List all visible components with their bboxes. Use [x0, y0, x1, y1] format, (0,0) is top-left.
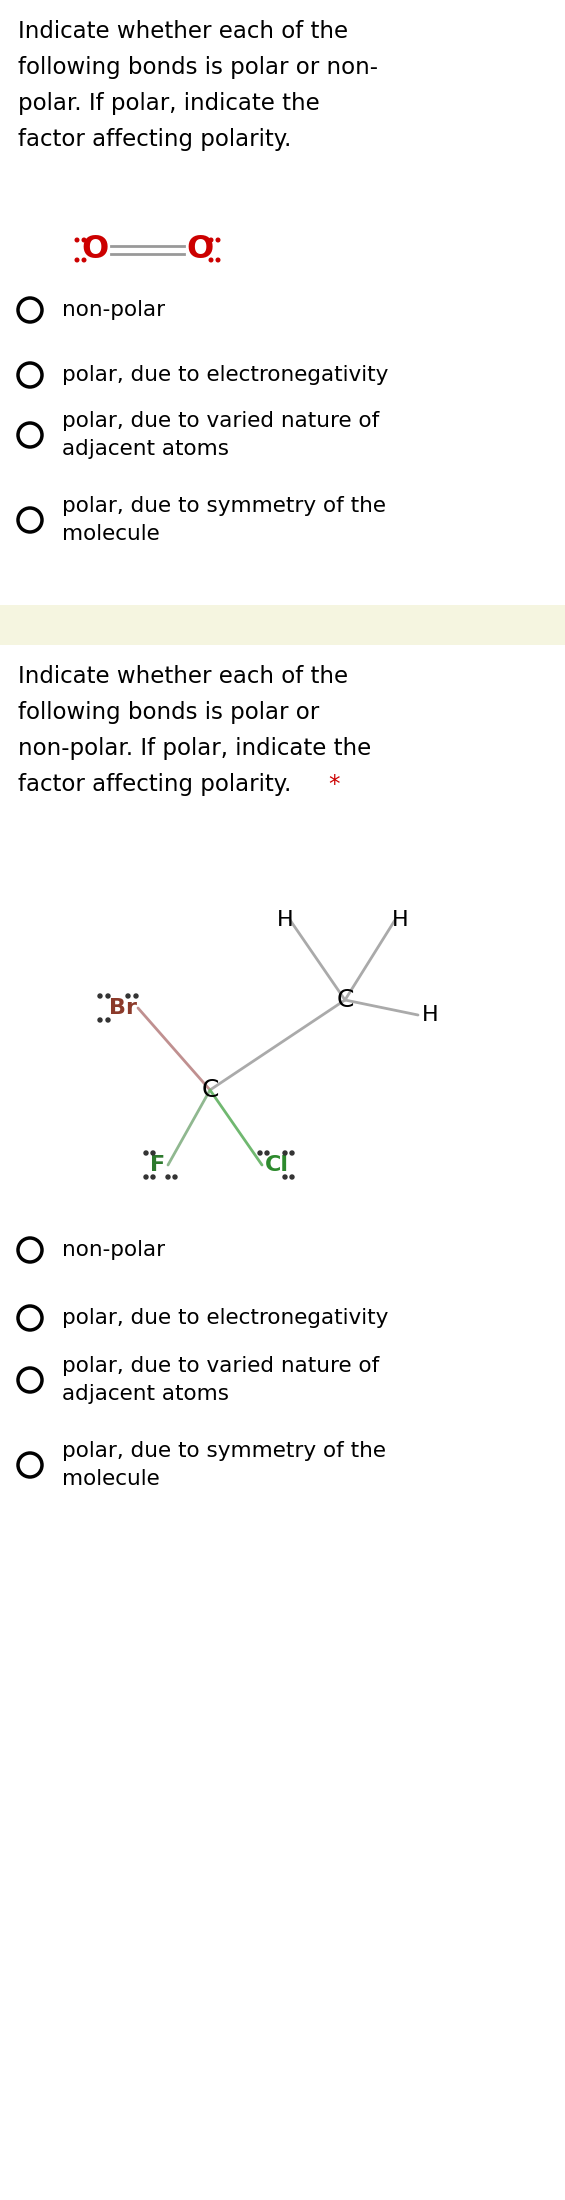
Circle shape	[98, 1019, 102, 1023]
Circle shape	[209, 238, 213, 242]
Circle shape	[106, 1019, 110, 1023]
Circle shape	[283, 1151, 287, 1155]
Circle shape	[216, 257, 220, 262]
Circle shape	[144, 1175, 148, 1179]
Circle shape	[98, 994, 102, 999]
Circle shape	[82, 238, 86, 242]
Circle shape	[126, 994, 130, 999]
Text: Indicate whether each of the: Indicate whether each of the	[18, 664, 348, 689]
Text: C: C	[201, 1078, 219, 1102]
Text: non-polar. If polar, indicate the: non-polar. If polar, indicate the	[18, 737, 371, 759]
Text: O: O	[186, 235, 214, 266]
Bar	[0, 605, 565, 645]
Circle shape	[75, 238, 79, 242]
Circle shape	[106, 994, 110, 999]
Text: *: *	[328, 772, 340, 796]
Text: H: H	[277, 911, 293, 931]
Text: polar, due to symmetry of the
molecule: polar, due to symmetry of the molecule	[62, 495, 386, 543]
Circle shape	[209, 257, 213, 262]
Circle shape	[258, 1151, 262, 1155]
Text: H: H	[421, 1005, 438, 1025]
Text: polar, due to electronegativity: polar, due to electronegativity	[62, 1309, 388, 1329]
Text: non-polar: non-polar	[62, 1241, 165, 1261]
Text: C: C	[336, 988, 354, 1012]
Text: factor affecting polarity.: factor affecting polarity.	[18, 128, 292, 152]
Circle shape	[216, 238, 220, 242]
Text: polar. If polar, indicate the: polar. If polar, indicate the	[18, 92, 320, 114]
Text: F: F	[150, 1155, 166, 1175]
Circle shape	[82, 257, 86, 262]
Text: polar, due to symmetry of the
molecule: polar, due to symmetry of the molecule	[62, 1441, 386, 1489]
Text: Cl: Cl	[265, 1155, 289, 1175]
Circle shape	[151, 1175, 155, 1179]
Text: polar, due to electronegativity: polar, due to electronegativity	[62, 365, 388, 385]
Text: non-polar: non-polar	[62, 299, 165, 319]
Circle shape	[173, 1175, 177, 1179]
Text: polar, due to varied nature of
adjacent atoms: polar, due to varied nature of adjacent …	[62, 1355, 379, 1404]
Text: following bonds is polar or non-: following bonds is polar or non-	[18, 55, 378, 79]
Circle shape	[290, 1151, 294, 1155]
Circle shape	[265, 1151, 269, 1155]
Circle shape	[144, 1151, 148, 1155]
Circle shape	[134, 994, 138, 999]
Text: following bonds is polar or: following bonds is polar or	[18, 702, 319, 724]
Text: H: H	[392, 911, 408, 931]
Circle shape	[151, 1151, 155, 1155]
Circle shape	[166, 1175, 170, 1179]
Text: polar, due to varied nature of
adjacent atoms: polar, due to varied nature of adjacent …	[62, 411, 379, 460]
Circle shape	[75, 257, 79, 262]
Circle shape	[283, 1175, 287, 1179]
Circle shape	[290, 1175, 294, 1179]
Text: factor affecting polarity.: factor affecting polarity.	[18, 772, 299, 796]
Text: Indicate whether each of the: Indicate whether each of the	[18, 20, 348, 44]
Text: O: O	[81, 235, 108, 266]
Text: Br: Br	[109, 999, 137, 1019]
